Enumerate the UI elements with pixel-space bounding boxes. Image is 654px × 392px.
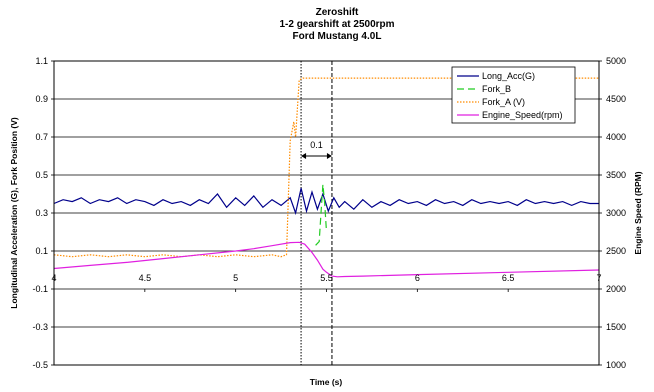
y-tick-label: -0.5	[32, 360, 48, 370]
legend-label: Engine_Speed(rpm)	[482, 110, 563, 120]
y2-axis-ticks: 1000 1500 2000 2500 3000 3500 4000 4500 5000	[599, 56, 626, 370]
y-tick-label: 1.1	[35, 56, 48, 66]
y-tick-label: 0.9	[35, 94, 48, 104]
chart-title-line-3: Ford Mustang 4.0L	[293, 31, 382, 42]
x-tick-label: 6.5	[502, 273, 515, 283]
chart-title-line-2: 1-2 gearshift at 2500rpm	[279, 19, 394, 30]
x-tick-label: 6	[415, 273, 420, 283]
y2-tick-label: 3000	[606, 208, 626, 218]
y2-tick-label: 4500	[606, 94, 626, 104]
y2-tick-label: 4000	[606, 132, 626, 142]
x-tick-label: 4.5	[139, 273, 152, 283]
y2-tick-label: 5000	[606, 56, 626, 66]
y-tick-label: 0.3	[35, 208, 48, 218]
y2-axis-label: Engine Speed (RPM)	[633, 171, 643, 254]
y2-tick-label: 2500	[606, 246, 626, 256]
y-tick-label: -0.3	[32, 322, 48, 332]
legend-label: Fork_B	[482, 84, 511, 94]
x-axis-ticks: 4 4.5 5 5.5 6 6.5 7	[51, 273, 602, 292]
y2-tick-label: 1500	[606, 322, 626, 332]
series-line	[53, 188, 599, 216]
legend-label: Fork_A (V)	[482, 97, 525, 107]
x-tick-label: 7	[596, 273, 601, 283]
annotations: 0.1	[301, 140, 332, 159]
x-axis-label: Time (s)	[310, 377, 343, 387]
chart-title-line-1: Zeroshift	[316, 7, 359, 18]
y-axis-ticks: -0.5 -0.3 -0.1 0.1 0.3 0.5 0.7 0.9 1.1	[32, 56, 54, 370]
y-axis-label: Longitudinal Acceleration (G), Fork Posi…	[9, 117, 19, 309]
annotation-label: 0.1	[310, 140, 323, 150]
series-lines	[53, 77, 600, 278]
y2-tick-label: 2000	[606, 284, 626, 294]
y-tick-label: 0.1	[35, 246, 48, 256]
legend: Long_Acc(G) Fork_B Fork_A (V) Engine_Speed(…	[451, 66, 576, 124]
legend-label: Long_Acc(G)	[482, 71, 535, 81]
x-tick-label: 5	[233, 273, 238, 283]
annotation-arrowhead-right	[326, 153, 332, 159]
series-line	[315, 184, 328, 246]
y-tick-label: 0.7	[35, 132, 48, 142]
x-tick-label: 5.5	[320, 273, 333, 283]
x-tick-label: 4	[51, 273, 56, 283]
y2-tick-label: 3500	[606, 170, 626, 180]
series-line	[53, 241, 600, 278]
y-tick-label: -0.1	[32, 284, 48, 294]
y2-tick-label: 1000	[606, 360, 626, 370]
series-line	[53, 77, 599, 258]
y-tick-label: 0.5	[35, 170, 48, 180]
annotation-arrowhead-left	[301, 153, 307, 159]
